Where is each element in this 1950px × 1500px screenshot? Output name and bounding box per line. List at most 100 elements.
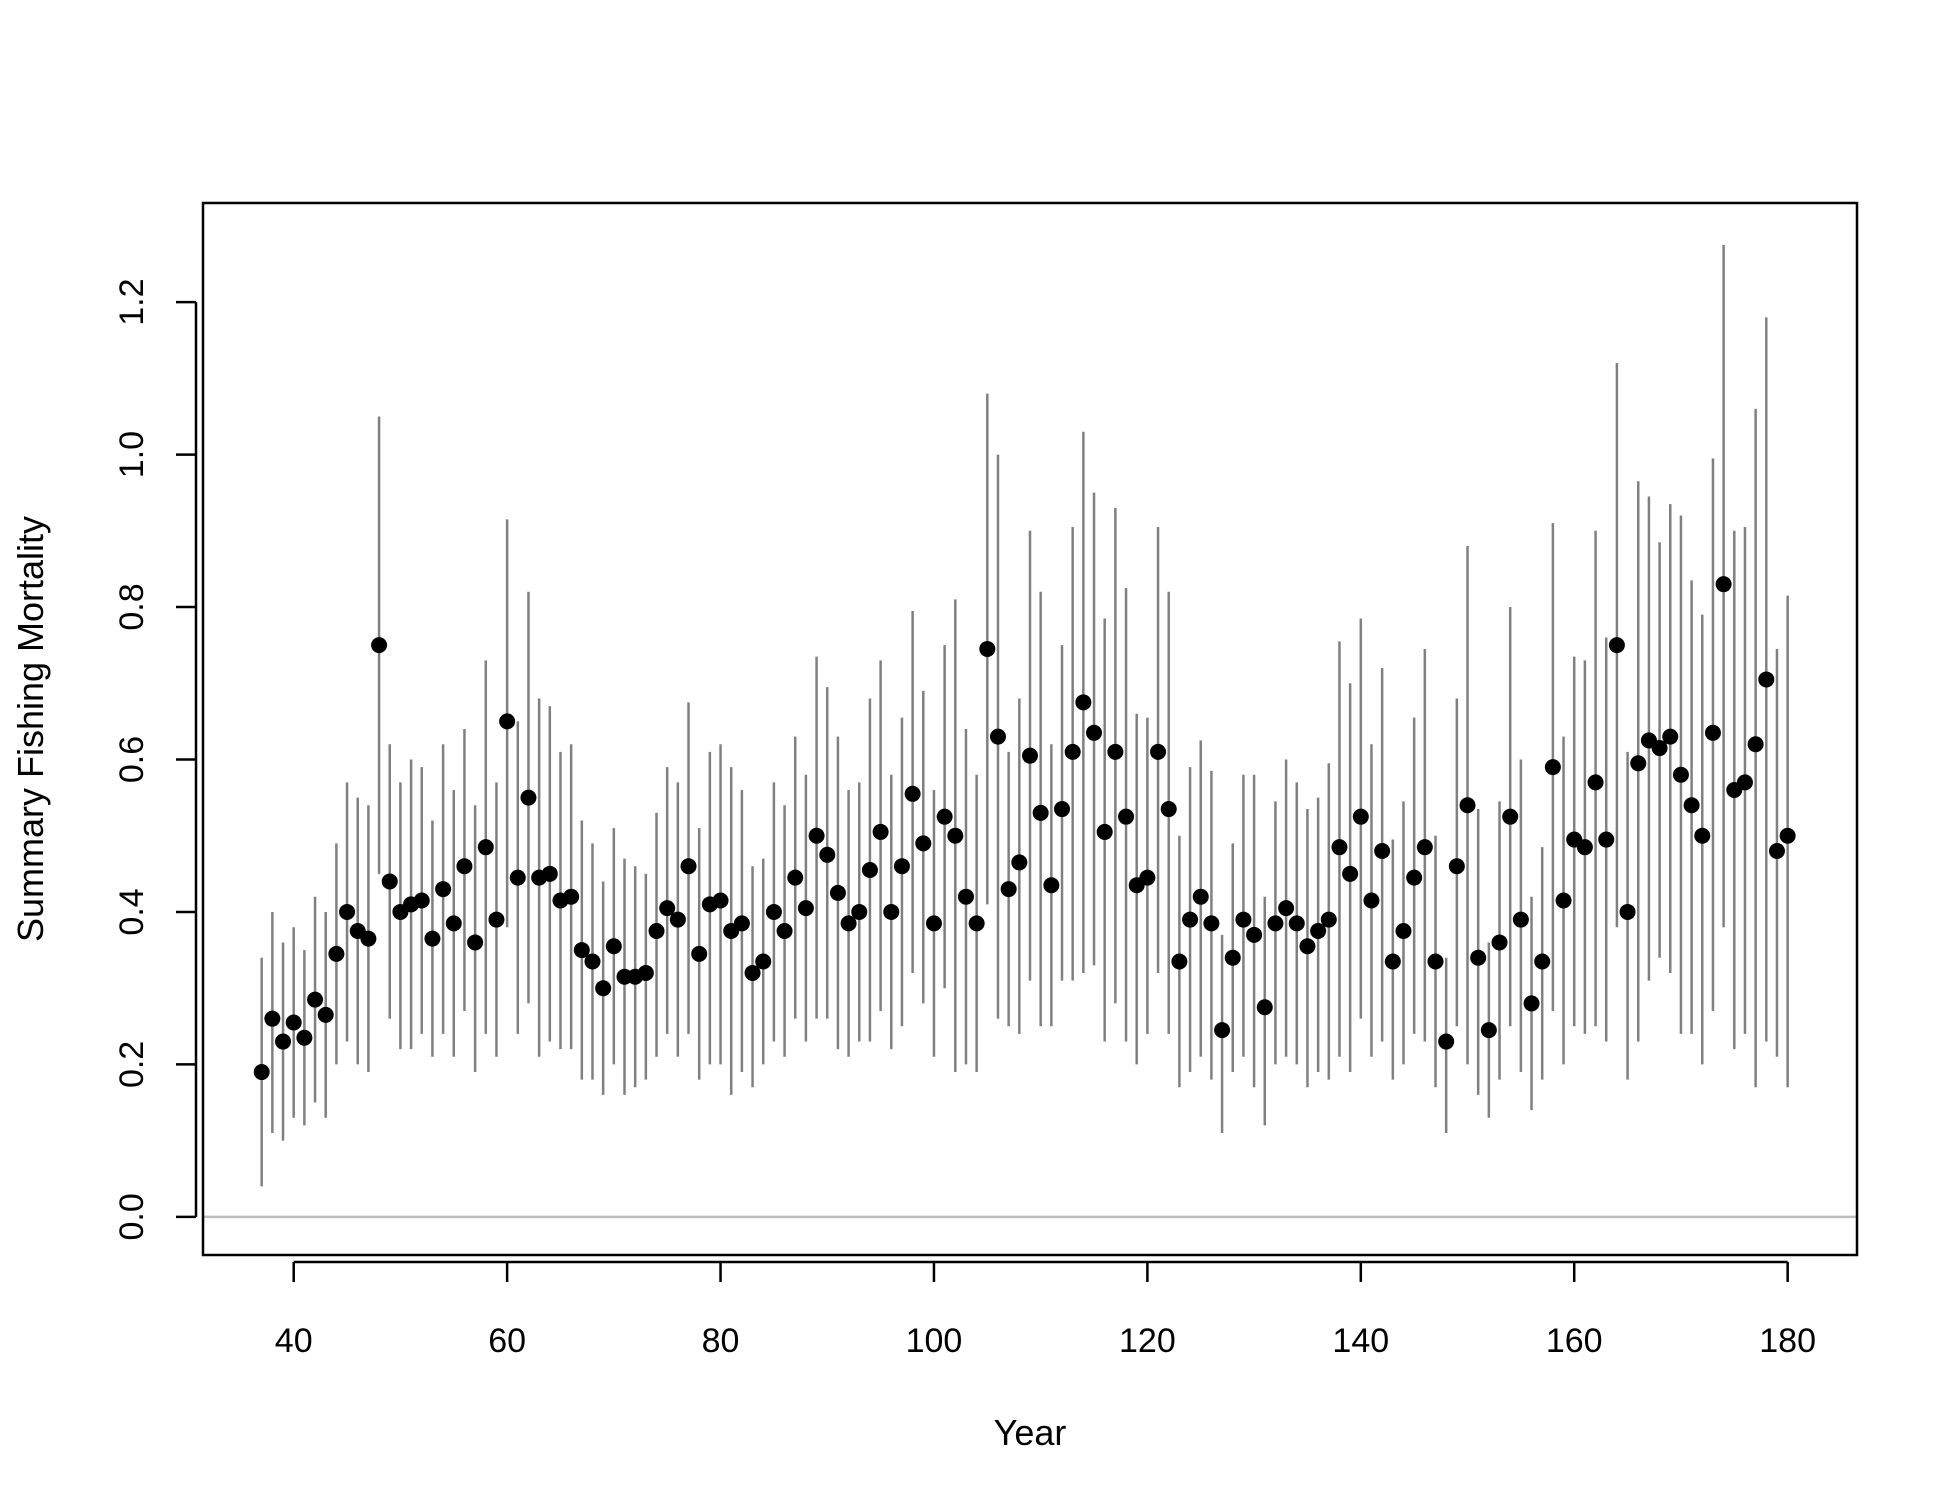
data-point — [648, 923, 665, 940]
data-point — [1470, 949, 1487, 966]
data-point — [1502, 808, 1519, 825]
y-tick-label: 1.0 — [113, 431, 151, 478]
data-point — [915, 835, 932, 852]
data-point — [1267, 915, 1284, 932]
data-point — [1672, 766, 1689, 783]
data-point — [1000, 881, 1017, 898]
data-point — [1246, 926, 1263, 943]
plot-frame — [201, 201, 1859, 1257]
data-point — [1107, 743, 1124, 760]
data-point — [328, 945, 345, 962]
data-point — [573, 942, 590, 959]
data-point — [1512, 911, 1529, 928]
y-tick-label: 0.6 — [113, 736, 151, 783]
data-point — [253, 1064, 270, 1081]
data-point — [680, 858, 697, 875]
data-point — [840, 915, 857, 932]
x-tick-label: 40 — [275, 1322, 313, 1360]
data-point — [285, 1014, 302, 1031]
data-point — [1427, 953, 1444, 970]
data-point — [1310, 923, 1327, 940]
data-point — [1352, 808, 1369, 825]
data-point — [936, 808, 953, 825]
data-point — [744, 964, 761, 981]
data-point — [1214, 1022, 1231, 1039]
data-point — [872, 823, 889, 840]
data-point — [1086, 724, 1103, 741]
data-point — [1587, 774, 1604, 791]
data-point — [1288, 915, 1305, 932]
data-point — [1299, 938, 1316, 955]
data-point — [1576, 839, 1593, 856]
data-point — [851, 903, 868, 920]
data-point — [1608, 637, 1625, 654]
data-point — [1118, 808, 1135, 825]
data-point — [1064, 743, 1081, 760]
data-point — [413, 892, 430, 909]
x-tick-label: 60 — [488, 1322, 526, 1360]
data-point — [1256, 999, 1273, 1016]
data-point — [499, 713, 516, 730]
data-point — [488, 911, 505, 928]
data-point — [1150, 743, 1167, 760]
data-point — [691, 945, 708, 962]
data-point — [264, 1010, 281, 1027]
x-tick-label: 120 — [1119, 1322, 1176, 1360]
x-tick-label: 160 — [1546, 1322, 1603, 1360]
data-point — [968, 915, 985, 932]
data-point — [765, 903, 782, 920]
data-point — [776, 923, 793, 940]
x-tick-label: 80 — [702, 1322, 740, 1360]
data-point — [371, 637, 388, 654]
data-point — [1331, 839, 1348, 856]
data-point — [520, 789, 537, 806]
data-point — [712, 892, 729, 909]
x-axis: 40 60 80 100 120 140 160 180 — [275, 1260, 1816, 1360]
data-point — [1342, 865, 1359, 882]
data-point — [584, 953, 601, 970]
data-point — [1480, 1022, 1497, 1039]
data-point — [1406, 869, 1423, 886]
data-point — [989, 728, 1006, 745]
data-point — [1395, 923, 1412, 940]
data-point — [477, 839, 494, 856]
data-point — [1779, 827, 1796, 844]
data-point — [1416, 839, 1433, 856]
data-point — [1758, 671, 1775, 688]
data-point — [1459, 797, 1476, 814]
data-point — [861, 862, 878, 879]
data-point — [1374, 842, 1391, 859]
data-point — [755, 953, 772, 970]
data-point — [1075, 694, 1092, 711]
data-point — [1182, 911, 1199, 928]
data-point — [317, 1006, 334, 1023]
y-tick-label: 0.8 — [113, 583, 151, 630]
data-point — [1662, 728, 1679, 745]
x-tick-label: 140 — [1332, 1322, 1389, 1360]
data-point — [1747, 736, 1764, 753]
data-point — [1651, 740, 1668, 757]
data-point — [1534, 953, 1551, 970]
data-point — [1544, 759, 1561, 776]
data-point — [797, 900, 814, 917]
y-tick-label: 0.2 — [113, 1041, 151, 1088]
data-point — [1523, 995, 1540, 1012]
x-axis-title: Year — [994, 1412, 1067, 1453]
data-point — [1683, 797, 1700, 814]
data-point — [893, 858, 910, 875]
data-point — [1619, 903, 1636, 920]
x-tick-label: 180 — [1759, 1322, 1816, 1360]
data-point — [1011, 854, 1028, 871]
data-point — [637, 964, 654, 981]
data-point — [456, 858, 473, 875]
data-point — [1704, 724, 1721, 741]
data-point — [381, 873, 398, 890]
data-point — [787, 869, 804, 886]
data-point — [733, 915, 750, 932]
data-point — [819, 846, 836, 863]
data-point — [925, 915, 942, 932]
data-point — [360, 930, 377, 947]
data-point — [1768, 842, 1785, 859]
data-point — [1598, 831, 1615, 848]
